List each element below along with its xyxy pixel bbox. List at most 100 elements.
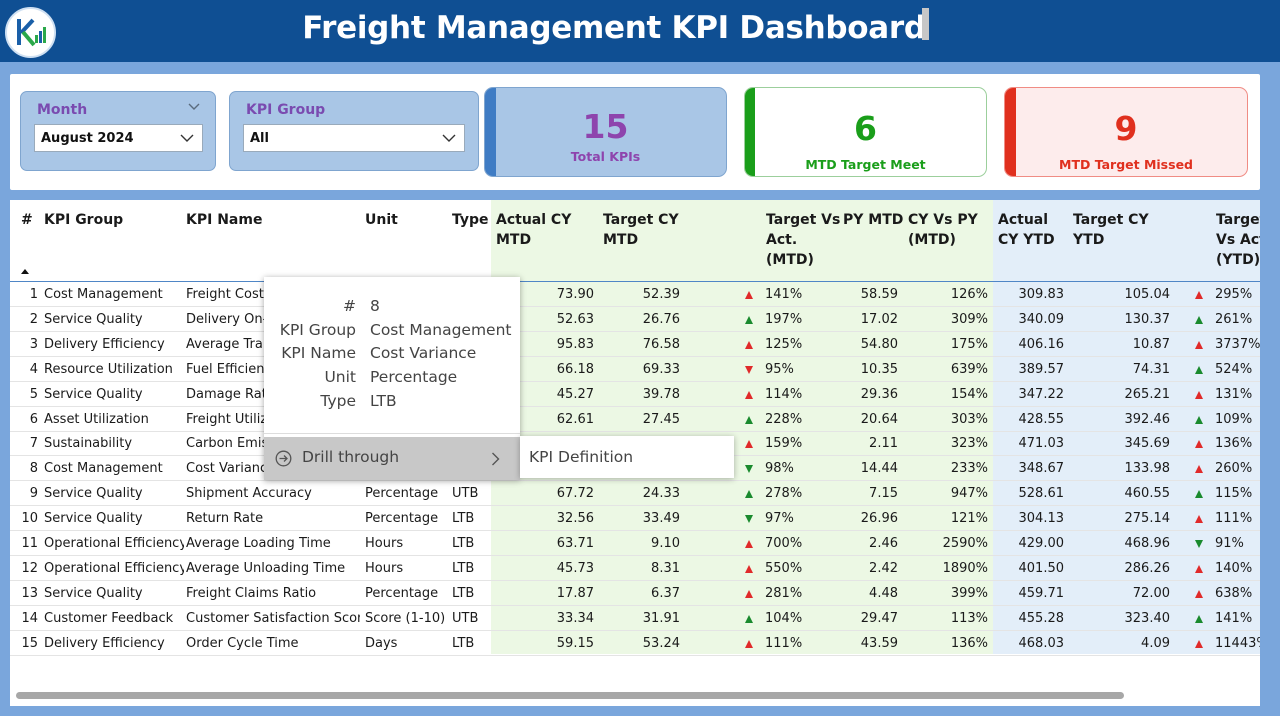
column-header-name[interactable]: KPI Name (186, 210, 356, 230)
table-row[interactable]: 9 Service Quality Shipment Accuracy Percent… (10, 481, 1260, 507)
column-header-actual-ytd[interactable]: Actual CY YTD (998, 210, 1068, 250)
kpi-group-slicer-label: KPI Group (246, 102, 326, 118)
column-header-tva-mtd[interactable]: Target Vs Act. (MTD) (766, 210, 846, 270)
cell-tva-mtd: 111% (765, 635, 803, 651)
cell-cypy: 126% (950, 287, 988, 302)
mtd-target-meet-label: MTD Target Meet (805, 157, 926, 172)
cell-cypy: 323% (950, 436, 988, 452)
green-down-triangle-icon (745, 465, 753, 474)
row-separator (10, 380, 1260, 382)
table-row[interactable]: 10 Service Quality Return Rate Percentage LT… (10, 506, 1260, 532)
kpi-group-slicer[interactable]: KPI Group All (229, 91, 479, 171)
green-up-triangle-icon (745, 490, 753, 499)
cell-tva-mtd: 114% (765, 386, 803, 402)
green-up-triangle-icon (745, 614, 753, 623)
tooltip-field-value: LTB (370, 391, 397, 410)
table-row[interactable]: 1 Cost Management Freight Cost p 73.90 52.39… (10, 282, 1260, 307)
cell-py-mtd: 10.35 (860, 361, 898, 377)
column-header-text: Actual (998, 212, 1049, 228)
cell-tgt-ytd: 265.21 (1124, 386, 1171, 402)
cell-act-mtd: 45.27 (556, 386, 594, 402)
cell-tva-ytd: 141% (1215, 610, 1253, 626)
column-header-unit[interactable]: Unit (365, 210, 445, 230)
cell-tva-ytd: 115% (1215, 486, 1253, 502)
column-header-num[interactable]: # (21, 210, 41, 230)
column-header-target-ytd[interactable]: Target CY YTD (1073, 210, 1163, 250)
cell-tva-ytd: 295% (1215, 287, 1253, 302)
column-header-cyvspy-mtd[interactable]: CY Vs PY (MTD) (908, 210, 988, 250)
page-title: Freight Management KPI Dashboard (302, 10, 926, 46)
cell-cypy: 121% (950, 511, 988, 527)
table-row[interactable]: 14 Customer Feedback Customer Satisfaction… (10, 606, 1260, 631)
table-row[interactable]: 8 Cost Management Cost Variance 98% 14.44 233… (10, 456, 1260, 482)
column-header-text: MTD (496, 232, 532, 248)
cell-py-mtd: 14.44 (860, 461, 898, 477)
cell-tgt-mtd: 69.33 (642, 361, 680, 377)
column-header-group[interactable]: KPI Group (44, 210, 184, 230)
cell-group: Service Quality (44, 486, 143, 502)
kpi-definition-menu-item[interactable]: KPI Definition (529, 448, 634, 466)
cell-tgt-mtd: 52.39 (642, 287, 680, 302)
cell-tgt-ytd: 74.31 (1132, 361, 1170, 377)
cell-group: Customer Feedback (44, 610, 174, 626)
cell-group: Sustainability (44, 436, 133, 452)
month-value: August 2024 (41, 131, 134, 146)
chevron-down-icon[interactable] (187, 100, 201, 114)
column-header-text: Actual CY (496, 212, 572, 228)
cell-tva-mtd: 125% (765, 336, 803, 352)
cell-py-mtd: 43.59 (860, 635, 898, 651)
drill-through-submenu: KPI Definition (520, 436, 734, 478)
sort-ascending-icon[interactable] (21, 269, 29, 274)
cell-type: LTB (452, 536, 475, 551)
cell-act-mtd: 63.71 (556, 536, 594, 551)
cell-tva-ytd: 638% (1215, 585, 1253, 601)
month-dropdown[interactable]: August 2024 (34, 124, 203, 152)
cell-unit: Percentage (365, 486, 439, 502)
cell-py-mtd: 29.47 (860, 610, 898, 626)
kpi-group-dropdown[interactable]: All (243, 124, 465, 152)
cell-tgt-ytd: 130.37 (1124, 311, 1171, 327)
table-row[interactable]: 2 Service Quality Delivery On-T 52.63 26.76 1… (10, 307, 1260, 332)
red-up-triangle-icon (745, 390, 753, 399)
row-separator (10, 579, 1260, 581)
column-header-actual-mtd[interactable]: Actual CY MTD (496, 210, 596, 250)
cell-py-mtd: 2.42 (869, 560, 898, 576)
table-row[interactable]: 3 Delivery Efficiency Average Tran 95.83 76.… (10, 332, 1260, 357)
table-row[interactable]: 5 Service Quality Damage Rate 45.27 39.78 114… (10, 382, 1260, 407)
cell-tva-mtd: 141% (765, 287, 803, 302)
cell-name: Delivery On-T (186, 311, 275, 327)
logo-icon (5, 7, 56, 58)
table-row[interactable]: 4 Resource Utilization Fuel Efficienc 66.18… (10, 357, 1260, 382)
red-up-triangle-icon (745, 589, 753, 598)
horizontal-scrollbar[interactable] (16, 692, 1124, 699)
cell-tgt-mtd: 8.31 (651, 560, 680, 576)
table-row[interactable]: 12 Operational Efficiency Average Unloadin… (10, 556, 1260, 581)
tooltip-field: KPI Name Cost Variance (264, 344, 520, 368)
column-header-type[interactable]: Type (452, 210, 492, 230)
cell-tva-mtd: 278% (765, 486, 803, 502)
cell-group: Delivery Efficiency (44, 336, 165, 352)
row-separator (10, 355, 1260, 357)
table-row[interactable]: 13 Service Quality Freight Claims Ratio Per… (10, 581, 1260, 606)
red-up-triangle-icon (745, 564, 753, 573)
column-header-target-mtd[interactable]: Target CY MTD (603, 210, 703, 250)
cell-act-ytd: 428.55 (1018, 411, 1065, 427)
red-up-triangle-icon (1195, 465, 1203, 474)
table-row[interactable]: 15 Delivery Efficiency Order Cycle Time Day… (10, 631, 1260, 656)
cell-num: 3 (29, 336, 38, 352)
red-up-triangle-icon (1195, 291, 1203, 299)
column-header-py-mtd[interactable]: PY MTD (843, 210, 913, 230)
cell-act-mtd: 52.63 (556, 311, 594, 327)
cell-tva-mtd: 281% (765, 585, 803, 601)
column-header-tva-ytd[interactable]: Target Vs Act (YTD) (1216, 210, 1260, 270)
table-row[interactable]: 11 Operational Efficiency Average Loading … (10, 531, 1260, 556)
table-row[interactable]: 6 Asset Utilization Freight Utiliz 62.61 27.… (10, 407, 1260, 432)
cell-num: 1 (29, 287, 38, 302)
cell-cypy: 399% (950, 585, 988, 601)
green-up-triangle-icon (1195, 315, 1203, 324)
month-slicer[interactable]: Month August 2024 (20, 91, 216, 171)
cell-tgt-ytd: 105.04 (1124, 287, 1171, 302)
column-header-text: Vs Act (1216, 232, 1260, 248)
cell-tgt-mtd: 9.10 (651, 536, 680, 551)
drill-through-menu-item[interactable]: Drill through (264, 437, 520, 480)
